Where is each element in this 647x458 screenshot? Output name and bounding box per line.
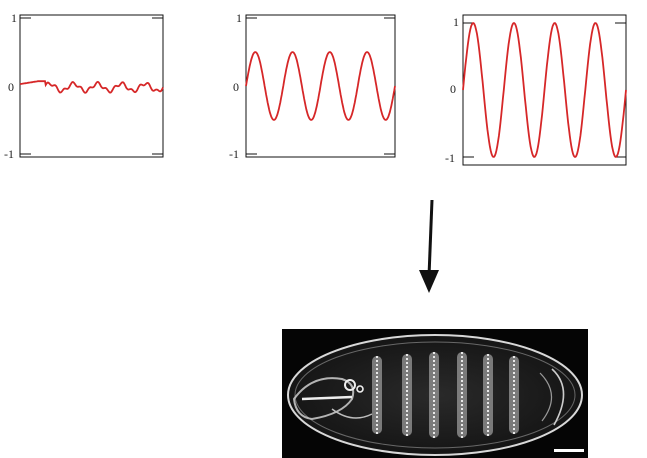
embryo-segment-stripe <box>429 352 439 438</box>
panel-2-tick-label-mid: 0 <box>233 80 239 94</box>
panel-1-tick-label-top: 1 <box>11 11 17 25</box>
panel-1-tick-label-bottom: -1 <box>4 147 14 161</box>
embryo-segment-stripes <box>372 352 519 438</box>
scale-bar <box>554 449 584 452</box>
panel-1-series-line <box>19 80 164 94</box>
panel-1-tick-label-mid: 0 <box>8 80 14 94</box>
panel-2-series-line <box>245 51 396 121</box>
down-arrow-icon <box>419 199 439 293</box>
panel-3: 1 0 -1 <box>445 14 627 166</box>
embryo-segment-stripe <box>372 356 382 434</box>
panel-2-tick-label-bottom: -1 <box>229 147 239 161</box>
panel-1-frame <box>19 14 164 158</box>
panel-3-tick-label-mid: 0 <box>450 82 456 96</box>
panel-1: 1 0 -1 <box>4 11 164 161</box>
panel-3-tick-label-bottom: -1 <box>445 151 455 165</box>
embryo-micrograph <box>282 329 588 458</box>
embryo-segment-stripe <box>457 352 467 438</box>
panel-3-series-line <box>462 22 627 158</box>
embryo-segment-stripe <box>509 356 519 434</box>
panel-2: 1 0 -1 <box>229 11 396 161</box>
panel-2-tick-label-top: 1 <box>236 11 242 25</box>
panel-3-tick-label-top: 1 <box>453 15 459 29</box>
